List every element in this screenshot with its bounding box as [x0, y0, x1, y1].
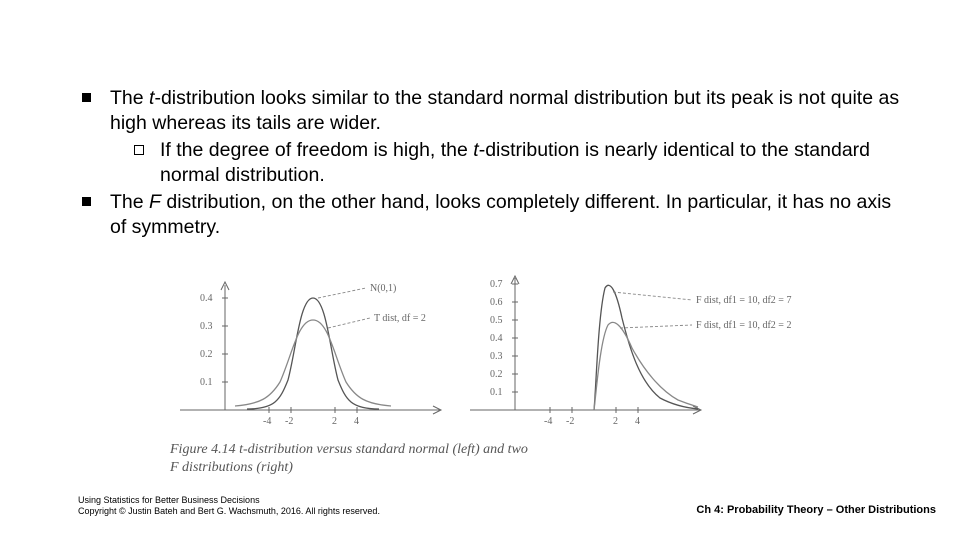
right-ytick-0.1: 0.1 — [490, 387, 503, 398]
right-yticks: 0.1 0.2 0.3 0.4 0.5 0.6 0.7 — [490, 279, 518, 398]
left-ytick-0.4: 0.4 — [200, 293, 213, 304]
bullet-list: The t-distribution looks similar to the … — [82, 86, 900, 240]
b2-pre: The — [110, 191, 149, 213]
normal-callout-line — [318, 288, 366, 298]
b2-italic: F — [149, 191, 161, 213]
f1-curve — [594, 285, 698, 410]
sub1-pre: If the degree of freedom is high, the — [160, 139, 473, 161]
f1-label: F dist, df1 = 10, df2 = 7 — [696, 295, 791, 306]
left-xtick-4: 4 — [354, 416, 359, 427]
right-axes — [470, 276, 701, 414]
footer-left: Using Statistics for Better Business Dec… — [78, 495, 380, 518]
t-label: T dist, df = 2 — [374, 313, 426, 324]
b2-post: distribution, on the other hand, looks c… — [110, 191, 891, 238]
f2-callout-line — [620, 325, 692, 328]
left-chart: 0.1 0.2 0.3 0.4 -4 -2 2 4 — [170, 270, 450, 435]
charts-row: 0.1 0.2 0.3 0.4 -4 -2 2 4 — [170, 270, 820, 435]
f1-callout-line — [613, 292, 692, 300]
figure-area: 0.1 0.2 0.3 0.4 -4 -2 2 4 — [170, 270, 820, 477]
normal-label: N(0,1) — [370, 283, 396, 294]
bullet-1: The t-distribution looks similar to the … — [82, 86, 900, 188]
footer-left-line1: Using Statistics for Better Business Dec… — [78, 495, 380, 507]
right-chart-svg: 0.1 0.2 0.3 0.4 0.5 0.6 0.7 — [460, 270, 800, 430]
figure-caption: Figure 4.14 t-distribution versus standa… — [170, 441, 820, 477]
right-xtick--2: -2 — [566, 416, 574, 427]
left-ytick-0.2: 0.2 — [200, 349, 213, 360]
right-ytick-0.6: 0.6 — [490, 297, 503, 308]
right-chart: 0.1 0.2 0.3 0.4 0.5 0.6 0.7 — [460, 270, 800, 435]
b1-pre: The — [110, 87, 149, 109]
right-xtick-4: 4 — [635, 416, 640, 427]
left-chart-svg: 0.1 0.2 0.3 0.4 -4 -2 2 4 — [170, 270, 450, 430]
right-ytick-0.3: 0.3 — [490, 351, 503, 362]
left-yticks: 0.1 0.2 0.3 0.4 — [200, 293, 228, 388]
b1-post: -distribution looks similar to the stand… — [110, 87, 899, 134]
right-xtick-2: 2 — [613, 416, 618, 427]
left-ytick-0.3: 0.3 — [200, 321, 213, 332]
footer-right: Ch 4: Probability Theory – Other Distrib… — [696, 504, 936, 516]
footer-left-line2: Copyright © Justin Bateh and Bert G. Wac… — [78, 506, 380, 518]
t-curve — [235, 320, 391, 406]
left-ytick-0.1: 0.1 — [200, 377, 213, 388]
content-area: The t-distribution looks similar to the … — [82, 86, 900, 242]
left-xtick--4: -4 — [263, 416, 271, 427]
sub-bullet-1: If the degree of freedom is high, the t-… — [110, 138, 900, 188]
f2-label: F dist, df1 = 10, df2 = 2 — [696, 320, 791, 331]
normal-curve — [247, 298, 379, 409]
f2-curve — [594, 322, 698, 410]
right-ytick-0.2: 0.2 — [490, 369, 503, 380]
caption-line2: F distributions (right) — [170, 459, 820, 477]
t-callout-line — [328, 318, 370, 328]
left-axes — [180, 282, 441, 414]
left-xtick-2: 2 — [332, 416, 337, 427]
right-xtick--4: -4 — [544, 416, 552, 427]
right-ytick-0.5: 0.5 — [490, 315, 503, 326]
right-ytick-0.7: 0.7 — [490, 279, 503, 290]
caption-line1: Figure 4.14 t-distribution versus standa… — [170, 441, 820, 459]
left-xtick--2: -2 — [285, 416, 293, 427]
bullet-2: The F distribution, on the other hand, l… — [82, 190, 900, 240]
right-ytick-0.4: 0.4 — [490, 333, 503, 344]
